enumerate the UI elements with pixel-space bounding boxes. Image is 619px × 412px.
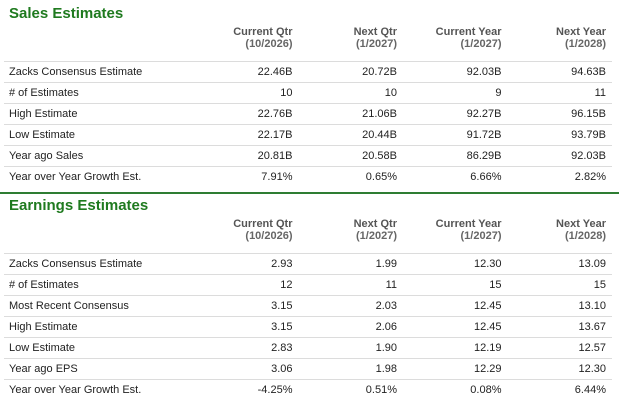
section-divider — [0, 192, 619, 194]
row-value-cell: 6.66% — [470, 170, 502, 183]
table-row: # of Estimates 10 10 9 11 — [4, 82, 612, 103]
row-value-cell: 2.93 — [271, 257, 293, 270]
row-value-cell: 1.98 — [375, 362, 397, 375]
row-value-cell: 13.10 — [578, 299, 606, 312]
row-label: # of Estimates — [9, 278, 79, 291]
row-label: Zacks Consensus Estimate — [9, 257, 143, 270]
row-value-cell: 20.58B — [362, 149, 397, 162]
row-value-cell: 15 — [593, 278, 606, 291]
row-value-cell: 13.09 — [578, 257, 606, 270]
table-row: Year ago Sales 20.81B 20.58B 86.29B 92.03B — [4, 145, 612, 166]
row-value-cell: 91.72B — [466, 128, 502, 141]
row-value-cell: 10 — [280, 86, 293, 99]
row-value-cell: 12 — [280, 278, 293, 291]
row-value-cell: 21.06B — [362, 107, 397, 120]
row-value-cell: 92.27B — [466, 107, 502, 120]
column-header-next-qtr: Next Qtr (1/2027) — [353, 218, 397, 242]
column-header-next-qtr: Next Qtr (1/2027) — [353, 26, 397, 50]
column-header-next-year: Next Year (1/2028) — [556, 218, 606, 242]
row-value-cell: 12.45 — [473, 320, 502, 333]
column-header-current-year: Current Year (1/2027) — [435, 26, 502, 50]
row-value-cell: 12.19 — [473, 341, 502, 354]
row-value-cell: 20.44B — [362, 128, 397, 141]
earnings-estimates-table: Current Qtr (10/2026) Next Qtr (1/2027) Cu… — [4, 218, 612, 400]
row-value-cell: 15 — [489, 278, 502, 291]
sales-estimates-section: Sales Estimates Current Qtr (10/2026) Nex… — [0, 0, 619, 187]
row-value-cell: 10 — [384, 86, 397, 99]
header-label-cell — [4, 218, 194, 253]
table-row: Zacks Consensus Estimate 2.93 1.99 12.30 13.… — [4, 253, 612, 274]
table-row: Year over Year Growth Est. -4.25% 0.51% 0.0… — [4, 379, 612, 400]
row-value-cell: 20.72B — [362, 65, 397, 78]
row-value-cell: 22.76B — [257, 107, 293, 120]
sales-estimates-title: Sales Estimates — [9, 5, 124, 22]
row-value-cell: 13.67 — [578, 320, 606, 333]
table-row: Year ago EPS 3.06 1.98 12.29 12.30 — [4, 358, 612, 379]
row-value-cell: 12.57 — [578, 341, 606, 354]
row-value-cell: 12.30 — [473, 257, 502, 270]
row-value-cell: 2.03 — [375, 299, 397, 312]
row-value-cell: 1.99 — [375, 257, 397, 270]
table-row: Zacks Consensus Estimate 22.46B 20.72B 92.0… — [4, 61, 612, 82]
row-label: Year over Year Growth Est. — [9, 383, 142, 396]
row-value-cell: 11 — [385, 278, 397, 291]
row-value-cell: 22.46B — [257, 65, 293, 78]
row-label: Zacks Consensus Estimate — [9, 65, 143, 78]
row-value-cell: 12.30 — [578, 362, 606, 375]
row-value-cell: 3.15 — [271, 299, 293, 312]
row-value-cell: 12.45 — [473, 299, 502, 312]
row-value-cell: 20.81B — [257, 149, 293, 162]
row-label: Low Estimate — [9, 128, 76, 141]
row-value-cell: 0.08% — [470, 383, 502, 396]
row-label: Year ago EPS — [9, 362, 78, 375]
row-value-cell: 96.15B — [571, 107, 606, 120]
row-label: Low Estimate — [9, 341, 76, 354]
table-row: Low Estimate 22.17B 20.44B 91.72B 93.79B — [4, 124, 612, 145]
table-row: Year over Year Growth Est. 7.91% 0.65% 6.66… — [4, 166, 612, 187]
row-label: High Estimate — [9, 320, 78, 333]
row-value-cell: 92.03B — [466, 65, 502, 78]
header-label-cell — [4, 26, 194, 61]
table-header-row: Current Qtr (10/2026) Next Qtr (1/2027) Cu… — [4, 26, 612, 61]
row-value-cell: 2.06 — [375, 320, 397, 333]
row-value-cell: 3.06 — [271, 362, 293, 375]
row-label: Most Recent Consensus — [9, 299, 129, 312]
table-row: Most Recent Consensus 3.15 2.03 12.45 13.10 — [4, 295, 612, 316]
row-value-cell: 2.82% — [574, 170, 606, 183]
row-value-cell: 0.65% — [365, 170, 397, 183]
sales-estimates-table: Current Qtr (10/2026) Next Qtr (1/2027) Cu… — [4, 26, 612, 187]
row-label: Year ago Sales — [9, 149, 84, 162]
row-value-cell: 12.29 — [473, 362, 502, 375]
row-value-cell: 22.17B — [257, 128, 293, 141]
row-value-cell: 92.03B — [571, 149, 606, 162]
row-value-cell: 3.15 — [271, 320, 293, 333]
row-value-cell: -4.25% — [257, 383, 293, 396]
column-header-current-qtr: Current Qtr (10/2026) — [233, 26, 293, 50]
column-header-next-year: Next Year (1/2028) — [556, 26, 606, 50]
row-label: High Estimate — [9, 107, 78, 120]
table-row: # of Estimates 12 11 15 15 — [4, 274, 612, 295]
row-value-cell: 94.63B — [571, 65, 606, 78]
column-header-current-year: Current Year (1/2027) — [435, 218, 502, 242]
earnings-estimates-title: Earnings Estimates — [9, 197, 149, 214]
row-label: # of Estimates — [9, 86, 79, 99]
row-value-cell: 0.51% — [365, 383, 397, 396]
row-value-cell: 9 — [495, 86, 502, 99]
row-value-cell: 11 — [594, 86, 606, 99]
row-value-cell: 1.90 — [375, 341, 397, 354]
earnings-estimates-section: Earnings Estimates Current Qtr (10/2026) … — [0, 194, 619, 400]
row-value-cell: 93.79B — [571, 128, 606, 141]
row-value-cell: 7.91% — [261, 170, 293, 183]
table-row: High Estimate 22.76B 21.06B 92.27B 96.15B — [4, 103, 612, 124]
table-header-row: Current Qtr (10/2026) Next Qtr (1/2027) Cu… — [4, 218, 612, 253]
row-value-cell: 2.83 — [271, 341, 293, 354]
row-value-cell: 6.44% — [574, 383, 606, 396]
table-row: High Estimate 3.15 2.06 12.45 13.67 — [4, 316, 612, 337]
row-value-cell: 86.29B — [466, 149, 502, 162]
column-header-current-qtr: Current Qtr (10/2026) — [233, 218, 293, 242]
row-label: Year over Year Growth Est. — [9, 170, 142, 183]
table-row: Low Estimate 2.83 1.90 12.19 12.57 — [4, 337, 612, 358]
